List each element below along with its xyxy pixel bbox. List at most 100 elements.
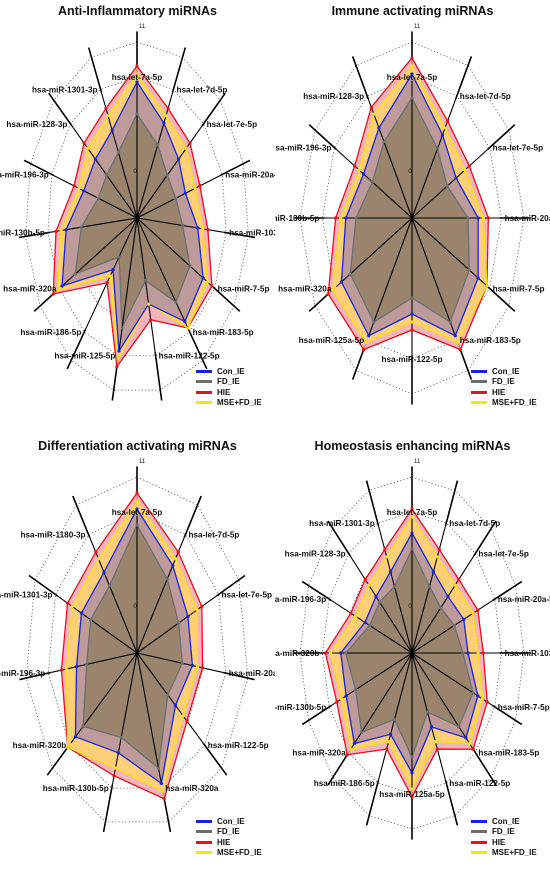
- category-label: hsa-miR-1301-3p: [0, 591, 52, 600]
- data-point: [174, 300, 178, 304]
- data-point: [193, 186, 197, 190]
- axis-spoke: [411, 652, 475, 751]
- axis-spoke-outer: [223, 231, 256, 239]
- category-label: hsa-miR-122-5p: [208, 741, 269, 750]
- data-point: [467, 164, 471, 168]
- data-point: [107, 584, 112, 588]
- data-point: [195, 665, 200, 669]
- data-point: [410, 328, 414, 332]
- data-point: [335, 700, 339, 704]
- data-point: [410, 296, 414, 300]
- data-point: [369, 105, 373, 109]
- data-point: [453, 583, 457, 587]
- data-point: [59, 228, 63, 233]
- radar-chart-svg: 0 11 hsa-let-7a-5p hsa-let-7d-5p hsa-let-7e-…: [275, 24, 550, 405]
- data-point: [56, 288, 60, 292]
- axis-spoke: [136, 595, 217, 654]
- data-point: [185, 719, 189, 723]
- legend-item-con-ie: Con_IE: [196, 366, 274, 377]
- category-label: hsa-miR-122-5p: [449, 779, 510, 788]
- axis-tick-label: 11: [139, 459, 146, 465]
- category-label: hsa-miR-128-3p: [303, 92, 364, 101]
- axis-spoke-outer: [223, 671, 255, 681]
- legend-swatch: [471, 840, 487, 844]
- axis-spoke: [85, 217, 138, 330]
- data-point: [82, 189, 86, 193]
- axis-spoke: [57, 595, 138, 654]
- legend-label: Con_IE: [492, 816, 520, 826]
- category-label: hsa-miR-125-5p: [54, 352, 115, 361]
- data-point: [363, 620, 367, 624]
- data-point: [73, 735, 78, 739]
- data-point: [349, 747, 353, 751]
- legend-swatch: [471, 830, 487, 834]
- data-point: [176, 550, 180, 554]
- category-label: hsa-let-7d-5p: [449, 519, 500, 528]
- axis-spoke: [411, 555, 475, 654]
- legend-label: FD_IE: [492, 377, 515, 387]
- data-point: [410, 96, 414, 100]
- data-point: [410, 515, 414, 519]
- data-point: [54, 229, 58, 233]
- legend-item-mse-fd-ie: MSE+FD_IE: [196, 398, 274, 409]
- category-label: hsa-let-7e-5p: [478, 549, 529, 558]
- data-point: [485, 700, 489, 704]
- axis-spoke: [136, 652, 224, 674]
- category-label: hsa-miR-196-3p: [0, 669, 45, 678]
- data-point: [200, 604, 204, 609]
- data-point: [328, 651, 333, 655]
- axis-spoke-outer: [171, 47, 187, 93]
- data-point: [64, 228, 68, 232]
- axis-spoke-outer: [102, 784, 114, 833]
- data-point: [354, 216, 358, 220]
- data-point: [378, 600, 382, 604]
- data-point: [143, 279, 148, 283]
- axis-tick-label: 11: [414, 24, 421, 30]
- axis-tick-label: 0: [408, 169, 412, 175]
- axis-tick-label: 0: [408, 604, 412, 610]
- axis-spoke-outer: [215, 574, 246, 597]
- axis-spoke: [330, 652, 413, 706]
- legend-label: FD_IE: [492, 827, 515, 837]
- data-point: [86, 146, 90, 151]
- category-label: hsa-miR-196-3p: [275, 144, 331, 153]
- series-area-fd-ie: [74, 112, 191, 328]
- data-point: [410, 531, 414, 535]
- legend: Con_IE FD_IE HIE MSE+FD_IE: [196, 366, 274, 408]
- axis-spoke-outer: [351, 56, 370, 100]
- data-point: [147, 302, 151, 306]
- data-point: [79, 611, 84, 615]
- legend-item-hie: HIE: [196, 387, 274, 398]
- legend-label: MSE+FD_IE: [492, 398, 537, 408]
- data-point: [439, 606, 443, 610]
- data-point: [171, 563, 175, 568]
- axis-spoke: [136, 217, 189, 330]
- data-point: [117, 349, 121, 353]
- axis-tick-label: 0: [133, 604, 137, 610]
- axis-spoke: [335, 217, 413, 288]
- data-point: [383, 547, 387, 552]
- data-point: [59, 668, 64, 672]
- legend-swatch: [196, 830, 212, 834]
- data-point: [196, 226, 200, 230]
- axis-spoke: [118, 217, 138, 353]
- data-point: [339, 651, 343, 655]
- axis-spoke-outer: [202, 742, 228, 776]
- axis-spoke-outer: [365, 779, 380, 826]
- data-point: [331, 288, 335, 292]
- category-label: hsa-miR-186-5p: [314, 779, 375, 788]
- grid-ring: [47, 511, 227, 789]
- legend-item-mse-fd-ie: MSE+FD_IE: [196, 848, 274, 859]
- category-label: hsa-miR-320a: [165, 784, 219, 793]
- data-point: [108, 274, 112, 278]
- category-label: hsa-let-7e-5p: [493, 144, 544, 153]
- data-point: [82, 141, 86, 145]
- data-point: [206, 228, 210, 232]
- axis-spoke-outer: [444, 779, 459, 826]
- chart-title: Anti-Inflammatory miRNAs: [57, 4, 218, 18]
- axis-spoke: [136, 537, 185, 654]
- axis-spoke-outer: [72, 495, 91, 538]
- category-label: hsa-miR-183-5p: [460, 336, 521, 345]
- category-label: hsa-miR-196-3p: [275, 595, 326, 604]
- legend-item-con-ie: Con_IE: [471, 816, 549, 827]
